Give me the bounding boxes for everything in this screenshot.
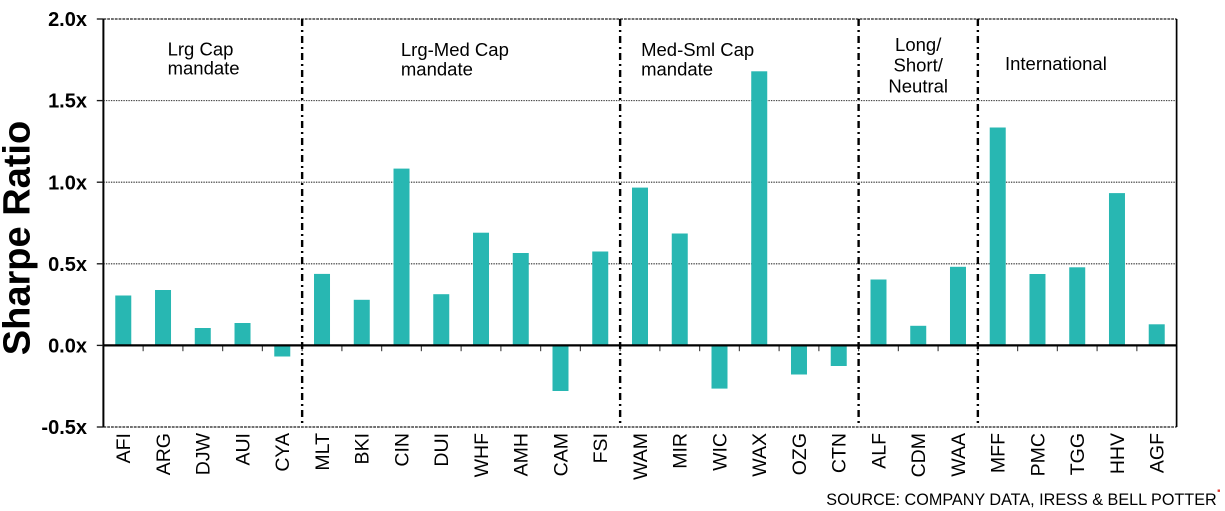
svg-text:Med-Sml Cap: Med-Sml Cap [641, 39, 754, 60]
svg-text:CYA: CYA [272, 433, 294, 472]
svg-text:Short/: Short/ [894, 55, 944, 76]
svg-text:SOURCE: COMPANY DATA, IRESS &: SOURCE: COMPANY DATA, IRESS & BELL POTTE… [826, 491, 1216, 509]
svg-text:International: International [1005, 53, 1107, 74]
svg-text:DUI: DUI [431, 433, 453, 467]
svg-text:WAM: WAM [630, 433, 652, 480]
svg-text:CAM: CAM [550, 433, 572, 476]
svg-text:PMC: PMC [1027, 433, 1049, 476]
svg-text:Lrg Cap: Lrg Cap [168, 38, 234, 59]
svg-text:1.5x: 1.5x [48, 91, 87, 113]
svg-text:AGF: AGF [1147, 433, 1169, 473]
svg-text:AFI: AFI [113, 433, 135, 463]
svg-text:BKI: BKI [352, 433, 374, 464]
svg-text:DJW: DJW [193, 432, 215, 475]
svg-text:0.5x: 0.5x [48, 254, 87, 276]
svg-text:WAA: WAA [948, 433, 970, 477]
svg-text:Sharpe Ratio: Sharpe Ratio [0, 121, 39, 355]
svg-text:HHV: HHV [1107, 433, 1129, 474]
svg-text:Long/: Long/ [895, 34, 942, 55]
svg-text:MFF: MFF [988, 433, 1010, 473]
svg-text:CDM: CDM [908, 433, 930, 477]
svg-text:mandate: mandate [641, 58, 713, 79]
svg-text:FSI: FSI [590, 433, 612, 463]
svg-text:WAX: WAX [749, 433, 771, 477]
svg-text:Lrg-Med Cap: Lrg-Med Cap [401, 39, 509, 60]
svg-text:AMH: AMH [511, 433, 533, 476]
svg-text:OZG: OZG [789, 433, 811, 475]
svg-text:2.0x: 2.0x [48, 9, 87, 31]
svg-text:CIN: CIN [391, 433, 413, 467]
svg-text:WHF: WHF [471, 433, 493, 477]
svg-text:WIC: WIC [709, 433, 731, 471]
svg-text:ALF: ALF [868, 433, 890, 469]
svg-text:ARG: ARG [153, 433, 175, 475]
svg-text:MLT: MLT [312, 433, 334, 471]
svg-text:0.0x: 0.0x [48, 336, 87, 358]
svg-text:MIR: MIR [670, 433, 692, 469]
svg-text:CTN: CTN [829, 433, 851, 473]
svg-text:mandate: mandate [168, 58, 240, 79]
svg-text:1.0x: 1.0x [48, 172, 87, 194]
svg-text:AUI: AUI [232, 433, 254, 466]
svg-text:mandate: mandate [401, 58, 473, 79]
svg-text:TGG: TGG [1067, 433, 1089, 475]
svg-text:-0.5x: -0.5x [41, 417, 87, 439]
svg-text:Neutral: Neutral [888, 75, 948, 96]
